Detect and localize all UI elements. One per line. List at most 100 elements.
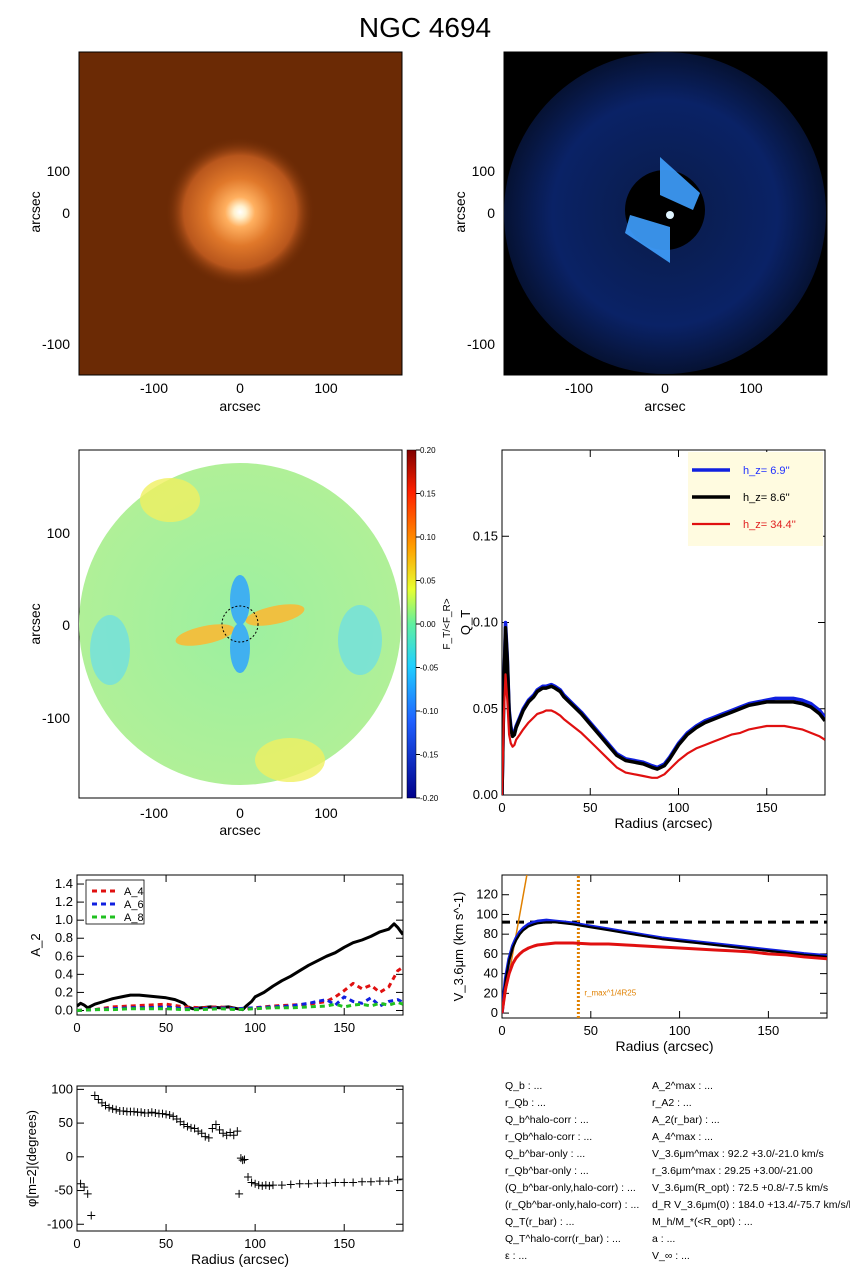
residual-arm-lower (625, 215, 670, 263)
y-tick-label: 80 (484, 926, 498, 941)
x-tick-label: 100 (244, 1236, 266, 1251)
data-point (144, 1108, 153, 1117)
y-axis-label: arcsec (27, 191, 43, 232)
colorbar-label: F_T/<F_R> (442, 598, 453, 649)
data-point (130, 1107, 139, 1116)
map-blob (140, 478, 200, 522)
series-line (502, 620, 825, 795)
param-line: A_4^max : ... (652, 1131, 713, 1143)
map-blob (255, 738, 325, 782)
series-line (502, 673, 825, 795)
param-line: (Q_b^bar-only,halo-corr) : ... (505, 1182, 636, 1194)
y-axis-label: φ[m=2](degrees) (24, 1110, 39, 1207)
ytick-label: 0 (62, 205, 70, 221)
data-point (366, 1177, 375, 1186)
legend: h_z= 6.9'' h_z= 8.6'' h_z= 34.4'' (688, 452, 823, 546)
y-tick-label: 120 (476, 887, 498, 902)
param-line: (r_Qb^bar-only,halo-corr) : ... (505, 1199, 640, 1211)
x-tick-label: 0 (498, 800, 505, 815)
y-tick-label: 100 (476, 906, 498, 921)
y-axis-label: A_2 (28, 933, 43, 956)
y-axis-label: Q_T (458, 610, 473, 635)
xtick-label: -100 (565, 380, 593, 396)
rmax-label: r_max^1/4R25 (584, 988, 636, 997)
param-line: r_Qb^halo-corr : ... (505, 1131, 593, 1143)
data-point (258, 1181, 267, 1190)
bar-radius-circle (221, 605, 259, 643)
param-line: A_2^max : ... (652, 1080, 713, 1092)
map-yticks: 100 0 -100 (42, 525, 70, 726)
data-point (233, 1127, 242, 1136)
map-blob (230, 623, 250, 673)
param-line: r_Qb : ... (505, 1097, 546, 1109)
x-tick-label: 50 (159, 1236, 173, 1251)
ytick-label: -100 (467, 336, 495, 352)
x-axis-label: Radius (arcsec) (191, 1251, 289, 1267)
param-line: V_∞ : ... (652, 1250, 690, 1262)
data-point (151, 1108, 160, 1117)
data-point (165, 1111, 174, 1119)
data-point (112, 1105, 121, 1114)
y-tick-label: 50 (59, 1115, 73, 1130)
legend-label: A_8 (124, 912, 144, 924)
ytick-label: -100 (42, 336, 70, 352)
residual-arm-upper (660, 157, 700, 210)
x-tick-label: 0 (498, 1023, 505, 1038)
data-point (236, 1154, 245, 1163)
param-line: Q_b^halo-corr : ... (505, 1114, 589, 1126)
data-point (244, 1173, 253, 1182)
data-point (187, 1123, 196, 1132)
param-line: Q_b^bar-only : ... (505, 1148, 586, 1160)
x-tick-label: 0 (73, 1236, 80, 1251)
x-axis-label: arcsec (219, 822, 260, 838)
map-blob (175, 624, 235, 646)
x-axis-label: arcsec (644, 398, 685, 414)
galaxy-glow (165, 137, 315, 287)
data-point (384, 1177, 393, 1186)
param-line: r_A2 : ... (652, 1097, 692, 1109)
series-line (502, 625, 825, 795)
y-tick-label: 40 (484, 966, 498, 981)
xtick-label: 100 (739, 380, 763, 396)
map-blob (90, 615, 130, 685)
data-point (108, 1104, 117, 1113)
x-axis-label: Radius (arcsec) (614, 815, 712, 831)
params-right-column: A_2^max : ... r_A2 : ... A_2(r_bar) : ..… (652, 1078, 850, 1265)
data-point (147, 1108, 156, 1117)
legend-box (688, 452, 823, 546)
param-line: V_3.6μm(R_opt) : 72.5 +0.8/-7.5 km/s (652, 1182, 829, 1194)
force-ratio-map-panel: 0.20 0.15 0.10 0.05 0.00 -0.05 -0.10 -0.15 -0.20… (27, 446, 453, 838)
data-point (201, 1132, 210, 1141)
x-tick-label: 150 (333, 1020, 355, 1035)
data-point (295, 1179, 304, 1188)
xtick-label: 0 (236, 805, 244, 821)
y-axis-label: arcsec (27, 603, 43, 644)
xtick-label: 100 (314, 380, 338, 396)
data-point (183, 1122, 192, 1131)
data-point (340, 1178, 349, 1187)
data-point (304, 1179, 313, 1188)
x-tick-label: 50 (159, 1020, 173, 1035)
data-point (238, 1156, 247, 1165)
data-point (208, 1124, 217, 1133)
x-tick-label: 100 (244, 1020, 266, 1035)
qt-profile-chart: 0 50 100 150 0.00 0.05 0.10 0.15 Radius (arcsec)… (458, 449, 826, 831)
xtick-label: 0 (661, 380, 669, 396)
series-line (77, 922, 403, 1012)
param-line: V_3.6μm^max : 92.2 +3.0/-21.0 km/s (652, 1148, 824, 1160)
colorbar-tick-label: 0.10 (420, 533, 436, 542)
data-point (80, 1183, 89, 1192)
param-line: Q_T(r_bar) : ... (505, 1216, 575, 1228)
legend-label: A_4 (124, 886, 144, 898)
ytick-label: 0 (487, 205, 495, 221)
data-point (90, 1091, 99, 1100)
plot-frame (76, 1085, 404, 1232)
data-point (399, 1175, 403, 1184)
map-blob (245, 604, 305, 626)
image1-yticks: 100 0 -100 (42, 163, 70, 352)
data-point (197, 1129, 206, 1138)
colorbar-tick-label: 0.05 (420, 577, 436, 586)
x-tick-label: 50 (584, 1023, 598, 1038)
x-tick-label: 100 (668, 800, 690, 815)
y-tick-label: 0 (491, 1005, 498, 1020)
